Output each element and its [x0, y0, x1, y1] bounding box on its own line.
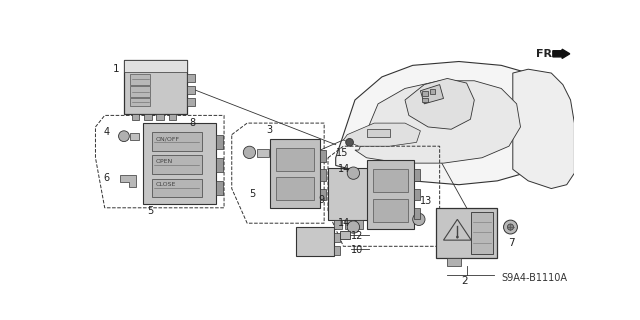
FancyBboxPatch shape [276, 148, 314, 171]
FancyBboxPatch shape [296, 227, 334, 256]
FancyBboxPatch shape [132, 114, 140, 120]
Text: S9A4-B1110A: S9A4-B1110A [501, 273, 567, 283]
FancyBboxPatch shape [152, 179, 202, 197]
FancyBboxPatch shape [143, 123, 216, 204]
FancyBboxPatch shape [152, 156, 202, 174]
FancyBboxPatch shape [367, 129, 390, 137]
Text: FR.: FR. [536, 49, 556, 59]
FancyBboxPatch shape [216, 135, 223, 148]
FancyBboxPatch shape [187, 74, 195, 82]
Text: ON/OFF: ON/OFF [156, 136, 180, 141]
FancyBboxPatch shape [334, 220, 342, 229]
Text: 8: 8 [189, 118, 196, 128]
Text: OPEN: OPEN [156, 159, 173, 164]
Text: 14: 14 [338, 164, 350, 174]
FancyBboxPatch shape [471, 212, 493, 254]
FancyBboxPatch shape [257, 149, 269, 157]
FancyBboxPatch shape [270, 139, 320, 208]
FancyBboxPatch shape [414, 208, 420, 219]
FancyBboxPatch shape [130, 86, 150, 97]
FancyBboxPatch shape [356, 220, 364, 229]
FancyBboxPatch shape [436, 208, 497, 258]
FancyBboxPatch shape [334, 233, 340, 243]
FancyBboxPatch shape [187, 99, 195, 106]
Circle shape [348, 221, 360, 233]
FancyBboxPatch shape [216, 158, 223, 172]
Text: 13: 13 [420, 196, 433, 206]
Text: 4: 4 [103, 127, 109, 137]
Text: 5: 5 [250, 189, 256, 199]
Polygon shape [344, 123, 420, 146]
FancyBboxPatch shape [168, 114, 176, 120]
Circle shape [508, 224, 513, 230]
Text: 5: 5 [147, 206, 154, 216]
FancyBboxPatch shape [328, 168, 368, 220]
FancyBboxPatch shape [276, 177, 314, 200]
FancyBboxPatch shape [414, 188, 420, 200]
FancyBboxPatch shape [187, 86, 195, 94]
FancyBboxPatch shape [124, 60, 187, 114]
FancyBboxPatch shape [372, 169, 408, 192]
Circle shape [348, 167, 360, 179]
Polygon shape [420, 84, 444, 104]
Polygon shape [405, 78, 474, 129]
Text: 1: 1 [113, 64, 120, 74]
Text: 2: 2 [461, 276, 468, 285]
Polygon shape [513, 69, 575, 188]
FancyBboxPatch shape [340, 231, 349, 239]
Text: 10: 10 [351, 245, 364, 255]
Circle shape [243, 146, 255, 158]
FancyBboxPatch shape [334, 245, 340, 255]
FancyBboxPatch shape [414, 169, 420, 181]
Text: 9: 9 [319, 195, 325, 205]
FancyBboxPatch shape [152, 132, 202, 151]
FancyBboxPatch shape [367, 160, 414, 229]
FancyBboxPatch shape [422, 98, 428, 101]
Text: 7: 7 [508, 238, 515, 248]
Circle shape [118, 131, 129, 141]
FancyBboxPatch shape [345, 220, 353, 229]
Text: CLOSE: CLOSE [156, 182, 176, 188]
FancyArrow shape [553, 49, 570, 59]
FancyBboxPatch shape [216, 181, 223, 195]
Circle shape [346, 139, 353, 146]
FancyBboxPatch shape [320, 150, 326, 162]
FancyBboxPatch shape [130, 74, 150, 84]
Text: 15: 15 [336, 148, 348, 158]
FancyBboxPatch shape [130, 99, 150, 106]
Text: 12: 12 [351, 231, 364, 241]
FancyBboxPatch shape [130, 133, 140, 140]
Circle shape [504, 220, 517, 234]
FancyBboxPatch shape [422, 91, 428, 96]
Circle shape [456, 236, 458, 238]
Polygon shape [355, 81, 520, 163]
Text: 3: 3 [266, 124, 273, 135]
Circle shape [413, 213, 425, 226]
FancyBboxPatch shape [372, 198, 408, 222]
Polygon shape [336, 61, 559, 185]
Polygon shape [120, 175, 136, 187]
FancyBboxPatch shape [429, 89, 435, 94]
FancyBboxPatch shape [144, 114, 152, 120]
Polygon shape [124, 60, 187, 71]
FancyBboxPatch shape [447, 258, 461, 266]
Text: 14: 14 [338, 218, 350, 228]
Text: 6: 6 [103, 173, 109, 183]
FancyBboxPatch shape [156, 114, 164, 120]
FancyBboxPatch shape [320, 169, 326, 181]
FancyBboxPatch shape [320, 188, 326, 200]
